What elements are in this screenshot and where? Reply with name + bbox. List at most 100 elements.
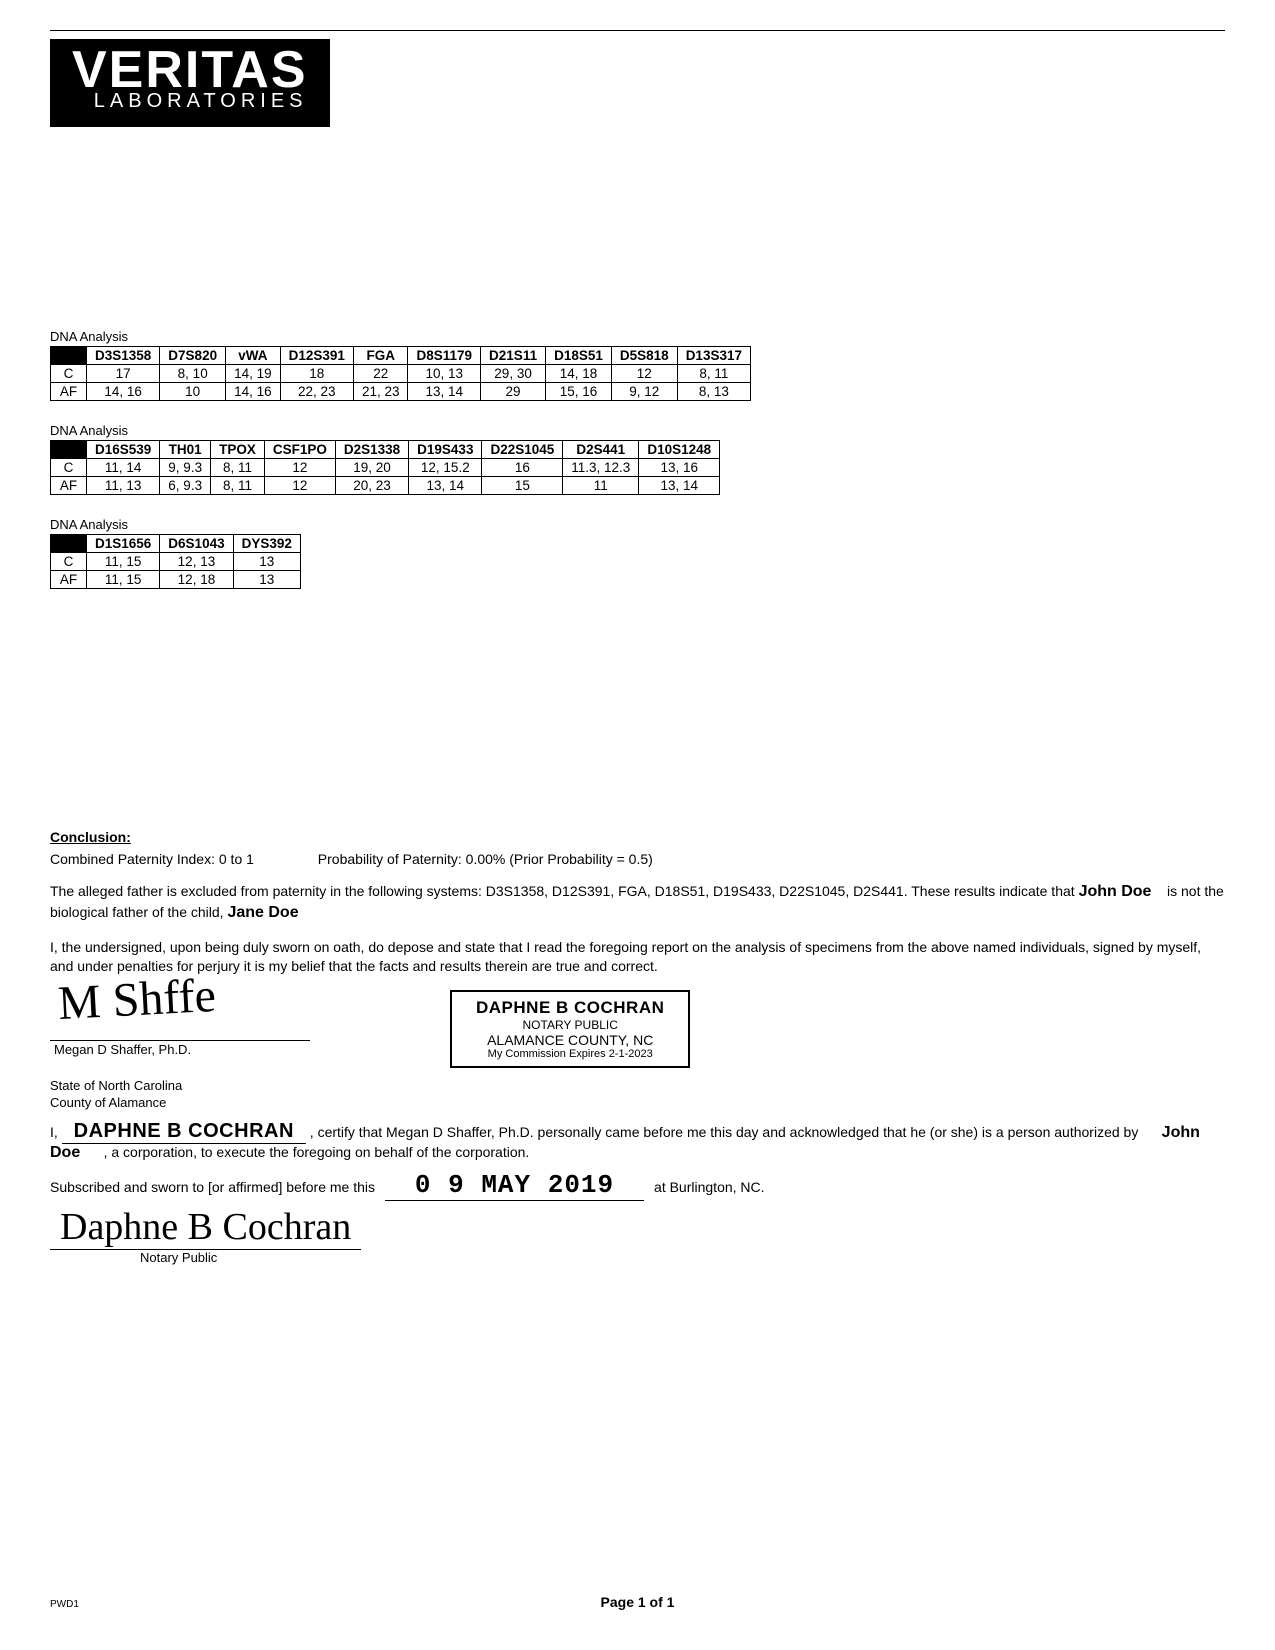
para1-a: The alleged father is excluded from pate… bbox=[50, 883, 1075, 899]
table-header: D7S820 bbox=[160, 346, 226, 364]
conclusion-heading: Conclusion: bbox=[50, 829, 1225, 845]
table-header: D10S1248 bbox=[639, 440, 720, 458]
notary-label: Notary Public bbox=[140, 1250, 1225, 1265]
signature-area: M Shffe Megan D Shaffer, Ph.D. DAPHNE B … bbox=[50, 986, 1225, 1076]
table-cell: 11, 14 bbox=[87, 458, 160, 476]
pp-label: Probability of Paternity: bbox=[318, 851, 462, 867]
table-cell: 13 bbox=[233, 570, 300, 588]
table-header: D6S1043 bbox=[160, 534, 233, 552]
table-cell: 11 bbox=[563, 476, 639, 494]
stamp-expires: My Commission Expires 2-1-2023 bbox=[476, 1048, 664, 1060]
subscribed-b: at Burlington, NC. bbox=[654, 1179, 765, 1195]
stamp-title: NOTARY PUBLIC bbox=[476, 1018, 664, 1032]
analyst-name: Megan D Shaffer, Ph.D. bbox=[54, 1042, 191, 1057]
table-cell: 11, 13 bbox=[87, 476, 160, 494]
table-cell: 17 bbox=[87, 364, 160, 382]
table-cell: 14, 16 bbox=[87, 382, 160, 400]
stamp-name: DAPHNE B COCHRAN bbox=[476, 998, 664, 1018]
table-cell: AF bbox=[51, 382, 87, 400]
pp-value: 0.00% (Prior Probability = 0.5) bbox=[466, 851, 653, 867]
table-cell: AF bbox=[51, 476, 87, 494]
notary-i: I, bbox=[50, 1124, 58, 1140]
table-header: TPOX bbox=[211, 440, 265, 458]
table-header: TH01 bbox=[160, 440, 211, 458]
dna-table-1: D3S1358D7S820vWAD12S391FGAD8S1179D21S11D… bbox=[50, 346, 751, 401]
table-cell: 21, 23 bbox=[353, 382, 408, 400]
table-cell: 13, 16 bbox=[639, 458, 720, 476]
table-header: D2S1338 bbox=[335, 440, 408, 458]
table-cell: 8, 11 bbox=[211, 476, 265, 494]
table-cell: 9, 12 bbox=[611, 382, 677, 400]
table-cell: 10, 13 bbox=[408, 364, 481, 382]
table-header: D19S433 bbox=[409, 440, 482, 458]
table-header: D5S818 bbox=[611, 346, 677, 364]
analyst-signature: M Shffe bbox=[57, 968, 217, 1031]
state-line: State of North Carolina bbox=[50, 1078, 1225, 1093]
page-footer: PWD1 Page 1 of 1 bbox=[50, 1594, 1225, 1610]
table-cell: 11, 15 bbox=[87, 570, 160, 588]
conclusion-paragraph-2: I, the undersigned, upon being duly swor… bbox=[50, 938, 1225, 976]
table-cell: 8, 11 bbox=[677, 364, 750, 382]
cpi-label: Combined Paternity Index: bbox=[50, 851, 215, 867]
table-cell: 29, 30 bbox=[481, 364, 546, 382]
notary-certification: I, DAPHNE B COCHRAN , certify that Megan… bbox=[50, 1120, 1225, 1265]
table-cell: 22, 23 bbox=[280, 382, 353, 400]
dna-analysis-label: DNA Analysis bbox=[50, 329, 1225, 344]
table-cell: 12, 18 bbox=[160, 570, 233, 588]
county-line: County of Alamance bbox=[50, 1095, 1225, 1110]
table-cell: 13, 14 bbox=[639, 476, 720, 494]
cpi-value: 0 to 1 bbox=[219, 851, 254, 867]
table-header: FGA bbox=[353, 346, 408, 364]
table-cell: C bbox=[51, 552, 87, 570]
signature-line bbox=[50, 1040, 310, 1041]
company-logo: VERITAS LABORATORIES bbox=[50, 39, 330, 127]
table-header bbox=[51, 346, 87, 364]
table-header: D2S441 bbox=[563, 440, 639, 458]
alleged-father-name: John Doe bbox=[1079, 883, 1152, 900]
table-cell: 14, 19 bbox=[226, 364, 281, 382]
table-cell: 16 bbox=[482, 458, 563, 476]
table-header: D12S391 bbox=[280, 346, 353, 364]
table-cell: 15 bbox=[482, 476, 563, 494]
table-cell: 8, 11 bbox=[211, 458, 265, 476]
notary-cert-b: , a corporation, to execute the foregoin… bbox=[104, 1144, 530, 1160]
table-header: D18S51 bbox=[546, 346, 612, 364]
dna-table-2: D16S539TH01TPOXCSF1POD2S1338D19S433D22S1… bbox=[50, 440, 720, 495]
conclusion-indices: Combined Paternity Index: 0 to 1 Probabi… bbox=[50, 851, 1225, 867]
table-cell: 19, 20 bbox=[335, 458, 408, 476]
table-cell: AF bbox=[51, 570, 87, 588]
table-cell: 12, 13 bbox=[160, 552, 233, 570]
table-header bbox=[51, 440, 87, 458]
notary-date-stamp: 0 9 MAY 2019 bbox=[385, 1170, 644, 1201]
table-cell: 10 bbox=[160, 382, 226, 400]
table-cell: 12, 15.2 bbox=[409, 458, 482, 476]
notary-printed-name: DAPHNE B COCHRAN bbox=[62, 1120, 306, 1144]
table-cell: 8, 10 bbox=[160, 364, 226, 382]
table-header: D22S1045 bbox=[482, 440, 563, 458]
table-cell: 6, 9.3 bbox=[160, 476, 211, 494]
table-cell: 14, 18 bbox=[546, 364, 612, 382]
conclusion-paragraph-1: The alleged father is excluded from pate… bbox=[50, 881, 1225, 924]
table-cell: 12 bbox=[264, 458, 335, 476]
subscribed-a: Subscribed and sworn to [or affirmed] be… bbox=[50, 1179, 375, 1195]
table-cell: 12 bbox=[264, 476, 335, 494]
footer-code: PWD1 bbox=[50, 1599, 79, 1610]
table-cell: 12 bbox=[611, 364, 677, 382]
table-cell: 13, 14 bbox=[408, 382, 481, 400]
table-cell: 14, 16 bbox=[226, 382, 281, 400]
table-cell: 11.3, 12.3 bbox=[563, 458, 639, 476]
table-header: D8S1179 bbox=[408, 346, 481, 364]
table-cell: 22 bbox=[353, 364, 408, 382]
dna-analysis-label: DNA Analysis bbox=[50, 517, 1225, 532]
table-cell: C bbox=[51, 458, 87, 476]
table-cell: 11, 15 bbox=[87, 552, 160, 570]
table-header: vWA bbox=[226, 346, 281, 364]
table-cell: 20, 23 bbox=[335, 476, 408, 494]
table-cell: 29 bbox=[481, 382, 546, 400]
table-header: D21S11 bbox=[481, 346, 546, 364]
table-cell: 13 bbox=[233, 552, 300, 570]
table-header: CSF1PO bbox=[264, 440, 335, 458]
table-header: D1S1656 bbox=[87, 534, 160, 552]
dna-table-3: D1S1656D6S1043DYS392C11, 1512, 1313AF11,… bbox=[50, 534, 301, 589]
logo-sub: LABORATORIES bbox=[72, 90, 308, 113]
